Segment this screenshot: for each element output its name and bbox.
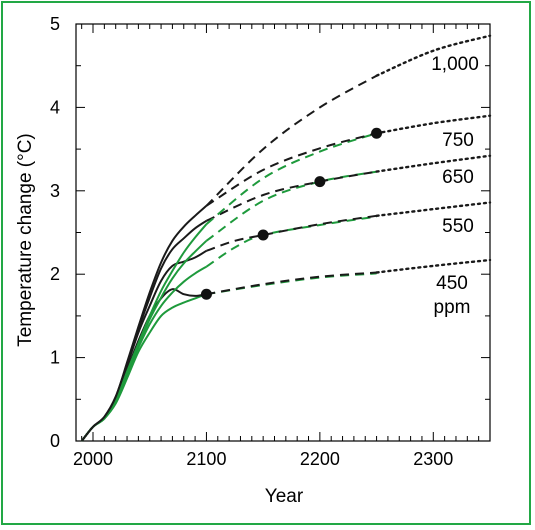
figure-frame xyxy=(1,1,531,525)
series-450-ppm-dotted xyxy=(375,258,492,274)
series-550-black-dashed xyxy=(206,214,377,252)
series-650-dotted xyxy=(375,154,492,173)
series-450-ppm-black-dashed xyxy=(206,271,377,296)
series-550-dotted xyxy=(375,201,492,217)
series-label-550: 550 xyxy=(442,216,474,237)
x-tick-label: 2300 xyxy=(413,449,453,469)
x-tick-label: 2200 xyxy=(300,449,340,469)
series-750-green-solid xyxy=(80,223,208,442)
series-label-750: 750 xyxy=(442,130,474,151)
series-450-ppm-green-dashed xyxy=(206,272,377,296)
series-labels: 450 ppm 550 650 750 1,000 xyxy=(431,54,479,318)
stabilization-markers xyxy=(200,127,383,300)
x-tick-label: 2000 xyxy=(73,449,113,469)
stabilization-point-450-ppm xyxy=(200,288,212,300)
y-tick-label: 5 xyxy=(50,14,60,34)
stabilization-point-550 xyxy=(257,229,269,241)
series-550-green-solid xyxy=(80,265,207,442)
x-tick-label: 2100 xyxy=(186,449,226,469)
series-650-black-dashed xyxy=(205,170,377,222)
series-750-dotted xyxy=(375,114,492,135)
y-tick-label: 4 xyxy=(50,97,60,117)
y-tick-label: 3 xyxy=(50,181,60,201)
series-label-650: 650 xyxy=(442,167,474,188)
y-tick-label: 0 xyxy=(50,431,60,451)
series-label-1-000: 1,000 xyxy=(431,54,479,75)
x-axis-title: Year xyxy=(265,486,304,507)
series-750-black-dashed xyxy=(205,132,377,207)
series-750-green-dashed xyxy=(205,132,377,225)
y-tick-label: 2 xyxy=(50,264,60,284)
series-label-450-ppm: 450 xyxy=(436,273,468,294)
y-tick-label: 1 xyxy=(50,348,60,368)
y-axis-title: Temperature change (°C) xyxy=(15,133,36,347)
stabilization-point-750 xyxy=(371,127,383,139)
series-450-ppm-green-solid xyxy=(80,293,207,442)
series-1-000-dotted xyxy=(375,34,492,77)
series-550-green-dashed xyxy=(205,215,377,268)
series-1-000-black-dashed xyxy=(205,74,378,207)
series-label-450-ppm: ppm xyxy=(434,297,471,318)
plot-frame xyxy=(75,23,491,442)
chart-axes: 2000 2100 2200 2300 0 1 2 3 4 5 xyxy=(50,14,491,469)
series-650-green-dashed xyxy=(205,170,377,242)
stabilization-point-650 xyxy=(314,176,326,188)
chart-series-lines xyxy=(80,34,492,442)
series-750-black-solid xyxy=(80,205,208,442)
